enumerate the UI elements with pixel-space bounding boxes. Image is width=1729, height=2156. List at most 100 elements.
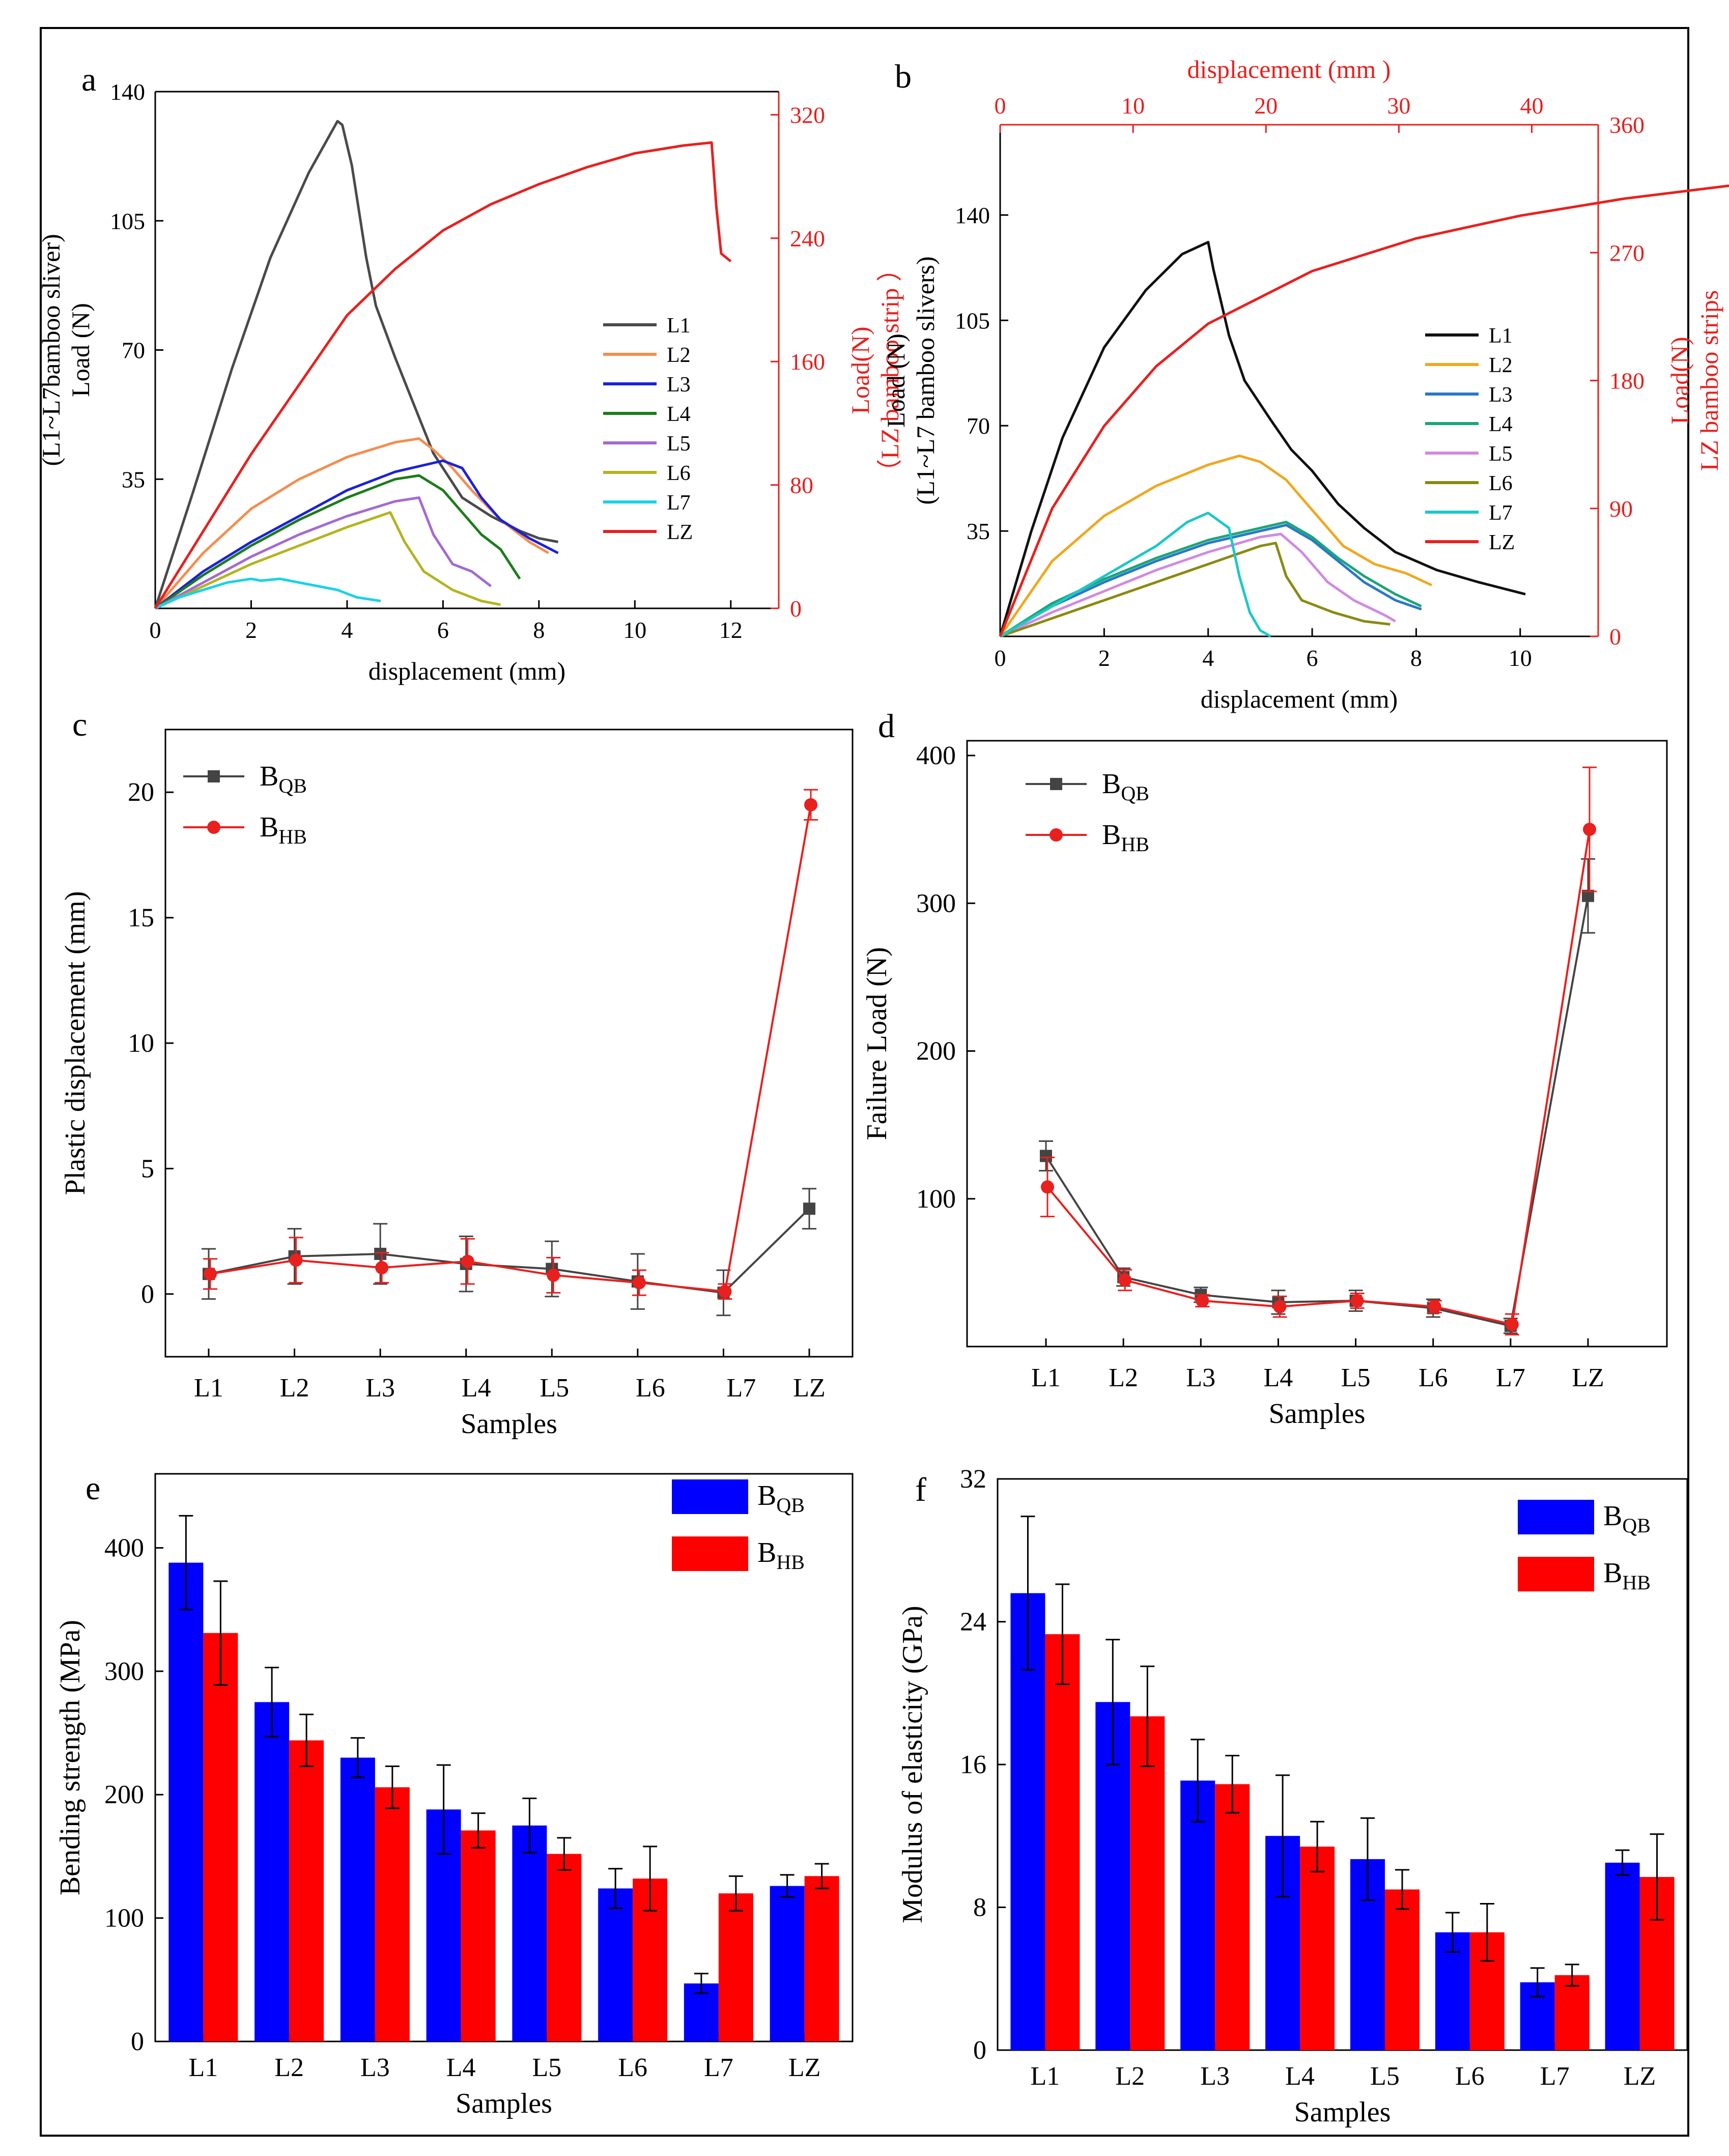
y-axis-title: Modulus of elasticity (GPa) xyxy=(897,1606,928,1923)
y-tick-label-right: 90 xyxy=(1609,496,1633,522)
x-axis-title: Samples xyxy=(461,1408,557,1440)
panel-label: b xyxy=(895,58,912,95)
data-point-BHB xyxy=(1505,1318,1519,1331)
legend-label-L6: L6 xyxy=(667,462,691,485)
series-line-L3 xyxy=(154,459,559,609)
bar-BQB xyxy=(1180,1780,1215,2050)
x-tick-label: 4 xyxy=(1202,645,1214,671)
x-axis-title: Samples xyxy=(1294,2096,1391,2128)
category-label: L3 xyxy=(1186,1363,1215,1392)
legend-label-L5: L5 xyxy=(1489,442,1513,466)
category-label: L2 xyxy=(1115,2062,1145,2091)
x-tick-label: 6 xyxy=(1307,645,1318,671)
y-tick-label: 24 xyxy=(960,1608,986,1637)
category-label: L5 xyxy=(532,2053,561,2082)
series-line-L7 xyxy=(999,512,1271,638)
x-tick-label: 8 xyxy=(1410,645,1422,671)
legend-swatch-BQB xyxy=(1518,1500,1594,1534)
category-label: L6 xyxy=(1455,2062,1485,2091)
y-tick-label-right: 80 xyxy=(790,472,813,498)
data-point-BHB xyxy=(1428,1300,1441,1313)
bar-BQB xyxy=(770,1886,805,2041)
legend-marker-BQB xyxy=(208,770,220,782)
category-label: LZ xyxy=(788,2053,821,2082)
x-tick-label-top: 0 xyxy=(995,93,1006,119)
legend-marker-BHB xyxy=(1050,828,1063,842)
panel-a: 0 2 4 6 8 10 12 35 70 105 140 0 80 160 240 320 L1 L2 L3 L4 L… xyxy=(37,61,904,685)
legend-marker-BHB xyxy=(207,821,220,834)
bar-BQB xyxy=(512,1825,547,2041)
panel-label: e xyxy=(86,1470,100,1507)
category-label: LZ xyxy=(1572,1363,1604,1392)
category-label: L3 xyxy=(360,2053,390,2082)
y-tick-label-right: 160 xyxy=(790,349,825,375)
y-axis-title: Plastic displacement (mm) xyxy=(60,891,91,1195)
x-tick-label: 6 xyxy=(437,617,449,643)
y-tick-label-left: 70 xyxy=(967,413,990,439)
category-label: L7 xyxy=(1540,2062,1570,2091)
plot-frame xyxy=(154,1473,854,2042)
panel-label: a xyxy=(81,61,96,98)
y-tick-label-right: 0 xyxy=(790,596,802,622)
series-line-L2 xyxy=(999,454,1433,637)
x-tick-label: 10 xyxy=(623,617,646,643)
y-tick-label: 5 xyxy=(141,1154,154,1183)
data-point-BHB xyxy=(1041,1180,1054,1194)
x-tick-label: 8 xyxy=(533,617,545,643)
y-tick-label-left: 105 xyxy=(955,307,990,333)
y-tick-label: 8 xyxy=(973,1893,986,1922)
series-line-L3 xyxy=(999,523,1422,638)
bar-BHB xyxy=(1045,1634,1080,2050)
legend-label-LZ: LZ xyxy=(1489,531,1515,554)
y-tick-label: 200 xyxy=(104,1780,144,1809)
series-line-L5 xyxy=(999,533,1396,638)
x-tick-label: 0 xyxy=(995,645,1006,671)
y-tick-label: 400 xyxy=(104,1533,144,1562)
data-point-BHB xyxy=(1583,823,1596,836)
y-axis-title: Failure Load (N) xyxy=(861,947,893,1140)
legend-marker-BQB xyxy=(1050,778,1062,790)
data-point-BHB xyxy=(1118,1273,1132,1287)
panel-b: 0 2 4 6 8 10 35 70 105 140 0 90 180 270 360 0 10 20 30 40 di… xyxy=(882,55,1729,713)
legend-label-L1: L1 xyxy=(667,314,691,338)
series-line-L5 xyxy=(154,496,492,610)
y-tick-label: 0 xyxy=(973,2036,986,2065)
y-axis-title-left: (L1~L7bamboo sliver) Load (N) xyxy=(37,234,95,466)
y-tick-label: 10 xyxy=(128,1029,154,1058)
y-axis-title: Bending strength (MPa) xyxy=(54,1620,86,1895)
x-tick-label-top: 40 xyxy=(1520,93,1543,119)
x-axis-title: displacement (mm) xyxy=(369,657,565,685)
legend-label-L6: L6 xyxy=(1489,472,1513,495)
y-tick-label-right: 180 xyxy=(1609,368,1645,394)
x-tick-label: 2 xyxy=(1098,645,1110,671)
y-tick-label: 300 xyxy=(104,1657,144,1686)
bar-BQB xyxy=(340,1757,375,2041)
category-label: L2 xyxy=(1109,1363,1138,1392)
y-axis-title-right: Load(N) LZ bamboo strips xyxy=(1665,290,1723,471)
bar-BHB xyxy=(547,1854,582,2041)
legend-label-L5: L5 xyxy=(667,432,691,456)
data-point-BHB xyxy=(632,1276,646,1290)
series-line-L6 xyxy=(154,511,501,610)
x-tick-label: 4 xyxy=(341,617,353,643)
data-point-BHB xyxy=(204,1267,217,1281)
x-tick-label-top: 30 xyxy=(1387,93,1410,119)
figure-frame xyxy=(40,27,1689,2137)
y-tick-label: 0 xyxy=(141,1280,154,1309)
legend-label-L3: L3 xyxy=(667,373,691,397)
x-tick-label-top: 10 xyxy=(1121,93,1145,119)
category-label: L2 xyxy=(280,1374,309,1403)
y-axis-title-left: Load (N) (L1~L7 bamboo slivers) xyxy=(882,256,940,505)
y-axis-title-left-line: (L1~L7 bamboo slivers) xyxy=(911,256,940,505)
plot-frame xyxy=(966,740,1668,1348)
series-line-L1 xyxy=(999,241,1526,637)
data-point-BQB xyxy=(803,1202,815,1215)
category-label: L1 xyxy=(1031,1363,1061,1392)
series-line-L6 xyxy=(1000,542,1391,638)
category-label: L4 xyxy=(1264,1363,1293,1392)
legend-swatch-BQB xyxy=(672,1479,748,1514)
category-label: L6 xyxy=(618,2053,647,2082)
y-axis-title-line: Bending strength (MPa) xyxy=(54,1620,86,1895)
